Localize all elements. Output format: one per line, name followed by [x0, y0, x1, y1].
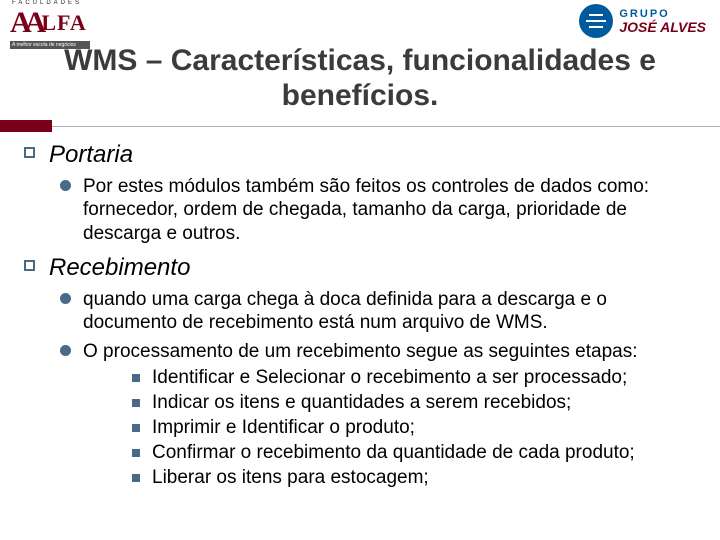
- list-item: O processamento de um recebimento segue …: [60, 340, 700, 489]
- list-item: Identificar e Selecionar o recebimento a…: [132, 366, 700, 389]
- section-recebimento: Recebimento quando uma carga chega à doc…: [24, 253, 700, 490]
- square-small-bullet-icon: [132, 374, 140, 382]
- circle-bullet-icon: [60, 180, 71, 191]
- step-text: Liberar os itens para estocagem;: [152, 466, 700, 489]
- item-text: quando uma carga chega à doca definida p…: [83, 288, 700, 334]
- circle-bullet-icon: [60, 293, 71, 304]
- square-small-bullet-icon: [132, 424, 140, 432]
- section-heading: Portaria: [49, 140, 133, 169]
- square-small-bullet-icon: [132, 449, 140, 457]
- logo-alfa-rest: LFA: [41, 10, 86, 36]
- step-text: Confirmar o recebimento da quantidade de…: [152, 441, 700, 464]
- slide: FACULDADES AA LFA A melhor escola de neg…: [0, 0, 720, 540]
- title-divider: [0, 126, 720, 127]
- square-small-bullet-icon: [132, 474, 140, 482]
- logo-alfa: FACULDADES AA LFA A melhor escola de neg…: [10, 4, 90, 49]
- square-small-bullet-icon: [132, 399, 140, 407]
- list-item: quando uma carga chega à doca definida p…: [60, 288, 700, 334]
- logo-right-line2: JOSÉ ALVES: [619, 20, 706, 34]
- logo-alfa-letters: AA: [10, 6, 43, 40]
- logo-jose-alves: GRUPO JOSÉ ALVES: [579, 4, 706, 38]
- step-text: Imprimir e Identificar o produto;: [152, 416, 700, 439]
- circle-bullet-icon: [60, 345, 71, 356]
- title-accent-bar: [0, 120, 52, 132]
- list-item: Liberar os itens para estocagem;: [132, 466, 700, 489]
- list-item: Confirmar o recebimento da quantidade de…: [132, 441, 700, 464]
- step-text: Indicar os itens e quantidades a serem r…: [152, 391, 700, 414]
- square-bullet-icon: [24, 260, 35, 271]
- logo-right-line1: GRUPO: [619, 9, 706, 20]
- content-area: Portaria Por estes módulos também são fe…: [24, 140, 700, 497]
- item-text: O processamento de um recebimento segue …: [83, 340, 700, 363]
- globe-icon: [579, 4, 613, 38]
- square-bullet-icon: [24, 147, 35, 158]
- list-item: Por estes módulos também são feitos os c…: [60, 175, 700, 245]
- slide-title: WMS – Características, funcionalidades e…: [0, 44, 720, 113]
- list-item: Indicar os itens e quantidades a serem r…: [132, 391, 700, 414]
- item-text: Por estes módulos também são feitos os c…: [83, 175, 700, 245]
- list-item: Imprimir e Identificar o produto;: [132, 416, 700, 439]
- section-portaria: Portaria Por estes módulos também são fe…: [24, 140, 700, 245]
- section-heading: Recebimento: [49, 253, 190, 282]
- step-text: Identificar e Selecionar o recebimento a…: [152, 366, 700, 389]
